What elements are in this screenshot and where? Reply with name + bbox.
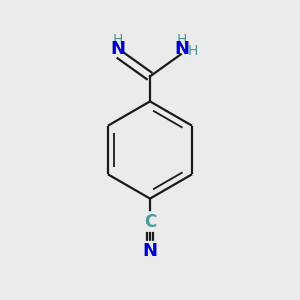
Text: H: H <box>188 44 198 58</box>
Text: N: N <box>174 40 189 58</box>
Text: C: C <box>144 212 156 230</box>
Text: H: H <box>112 33 123 47</box>
Text: H: H <box>176 33 187 47</box>
Text: N: N <box>110 40 125 58</box>
Text: N: N <box>142 242 158 260</box>
